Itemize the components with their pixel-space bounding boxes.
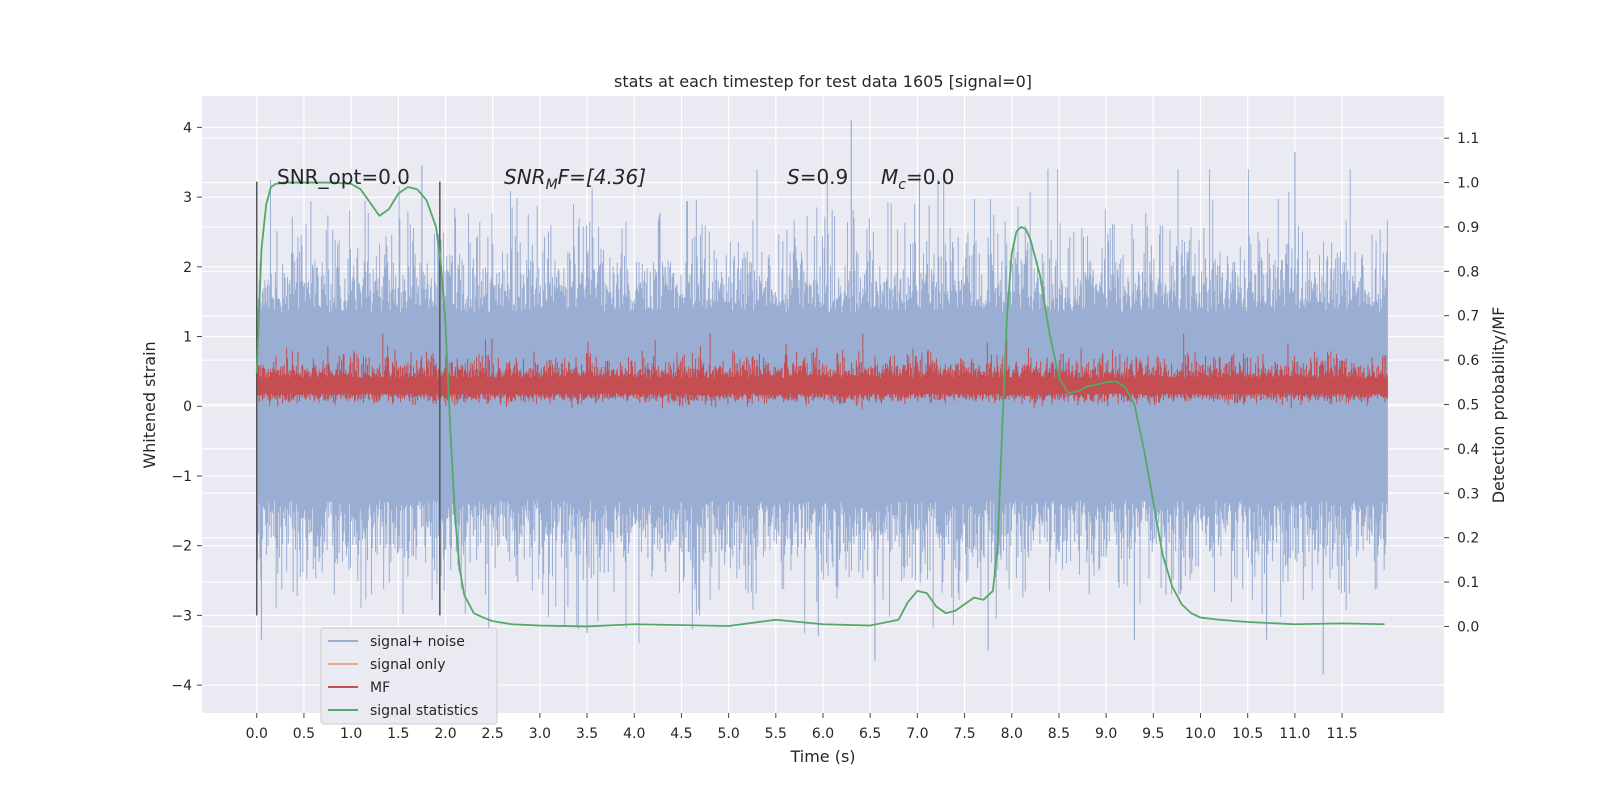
y-left-tick-label: −2 <box>171 539 192 555</box>
annotation-snr-mf-main: SNR <box>504 165 546 189</box>
legend-label-signal-noise: signal+ noise <box>370 634 465 650</box>
y-right-tick-label: 1.1 <box>1457 131 1479 147</box>
y-left-tick-label: 1 <box>183 330 192 346</box>
x-axis-label: Time (s) <box>789 747 855 766</box>
x-tick-label: 9.0 <box>1095 726 1117 742</box>
x-tick-label: 2.5 <box>482 726 504 742</box>
y-right-tick-label: 0.8 <box>1457 264 1479 280</box>
x-tick-label: 4.0 <box>623 726 645 742</box>
annotation-snr-mf-rest: F=[4.36] <box>558 165 646 189</box>
annotation-mc-main: M <box>881 165 898 189</box>
annotation-s-rest: =0.9 <box>800 165 849 189</box>
y-right-tick-label: 0.4 <box>1457 442 1479 458</box>
legend: signal+ noise signal only MF signal stat… <box>320 627 498 725</box>
annotation-mc-sub: c <box>898 177 906 193</box>
annotation-snr-opt: SNR_opt=0.0 <box>277 165 410 189</box>
x-tick-label: 10.0 <box>1185 726 1216 742</box>
signal-statistics-line <box>255 181 1385 628</box>
annotation-snr-mf-sub: M <box>546 177 558 193</box>
y-left-tick-label: −4 <box>171 678 192 694</box>
x-tick-label: 8.0 <box>1001 726 1023 742</box>
annotation-s: S=0.9 <box>787 165 848 189</box>
y-right-tick-label: 0.0 <box>1457 619 1479 635</box>
x-tick-label: 5.5 <box>765 726 787 742</box>
legend-label-mf: MF <box>370 680 390 696</box>
y-right-tick-label: 1.0 <box>1457 176 1479 192</box>
annotation-mc: Mc=0.0 <box>881 165 955 193</box>
x-tick-label: 7.5 <box>953 726 975 742</box>
x-tick-label: 10.5 <box>1232 726 1263 742</box>
x-tick-label: 0.5 <box>293 726 315 742</box>
x-tick-label: 3.5 <box>576 726 598 742</box>
x-tick-label: 0.0 <box>246 726 268 742</box>
annotation-s-main: S <box>787 165 800 189</box>
y-right-tick-label: 0.1 <box>1457 575 1479 591</box>
series-signal-statistics <box>255 181 1385 628</box>
y-right-tick-label: 0.7 <box>1457 309 1479 325</box>
y-left-tick-label: 3 <box>183 190 192 206</box>
x-tick-label: 4.5 <box>670 726 692 742</box>
y-left-tick-label: 2 <box>183 260 192 276</box>
legend-box <box>320 627 498 725</box>
y-left-tick-label: −1 <box>171 469 192 485</box>
x-tick-label: 11.5 <box>1326 726 1357 742</box>
y-left-tick-label: −3 <box>171 608 192 624</box>
x-tick-label: 11.0 <box>1279 726 1310 742</box>
x-tick-label: 3.0 <box>529 726 551 742</box>
x-tick-label: 6.0 <box>812 726 834 742</box>
x-tick-label: 5.0 <box>717 726 739 742</box>
x-tick-label: 7.0 <box>906 726 928 742</box>
y-left-tick-label: 4 <box>183 120 192 136</box>
x-tick-label: 9.5 <box>1142 726 1164 742</box>
x-tick-label: 1.5 <box>387 726 409 742</box>
x-tick-label: 8.5 <box>1048 726 1070 742</box>
y-axis-left-ticks: 4 3 2 1 0 −1 −2 −3 −4 <box>171 120 202 694</box>
annotation-mc-rest: =0.0 <box>906 165 955 189</box>
y-right-tick-label: 0.6 <box>1457 353 1479 369</box>
y-right-tick-label: 0.5 <box>1457 398 1479 414</box>
annotation-snr-mf: SNRMF=[4.36] <box>504 165 646 193</box>
x-axis-ticks: 0.0 0.5 1.0 1.5 2.0 2.5 3.0 3.5 4.0 4.5 5.0 5.5 6.0 6… <box>246 713 1358 742</box>
x-tick-label: 2.0 <box>434 726 456 742</box>
x-tick-label: 6.5 <box>859 726 881 742</box>
y-right-tick-label: 0.3 <box>1457 486 1479 502</box>
legend-label-signal-statistics: signal statistics <box>370 703 478 719</box>
chart-title: stats at each timestep for test data 160… <box>614 72 1032 91</box>
legend-label-signal-only: signal only <box>370 657 445 673</box>
y-right-tick-label: 0.9 <box>1457 220 1479 236</box>
y-axis-right-label: Detection probability/MF <box>1489 307 1508 504</box>
y-left-tick-label: 0 <box>183 399 192 415</box>
y-axis-right-ticks: 1.1 1.0 0.9 0.8 0.7 0.6 0.5 0.4 0.3 0.2 0.1 0.0 <box>1444 131 1479 635</box>
y-axis-left-label: Whitened strain <box>140 341 159 468</box>
x-tick-label: 1.0 <box>340 726 362 742</box>
y-right-tick-label: 0.2 <box>1457 531 1479 547</box>
